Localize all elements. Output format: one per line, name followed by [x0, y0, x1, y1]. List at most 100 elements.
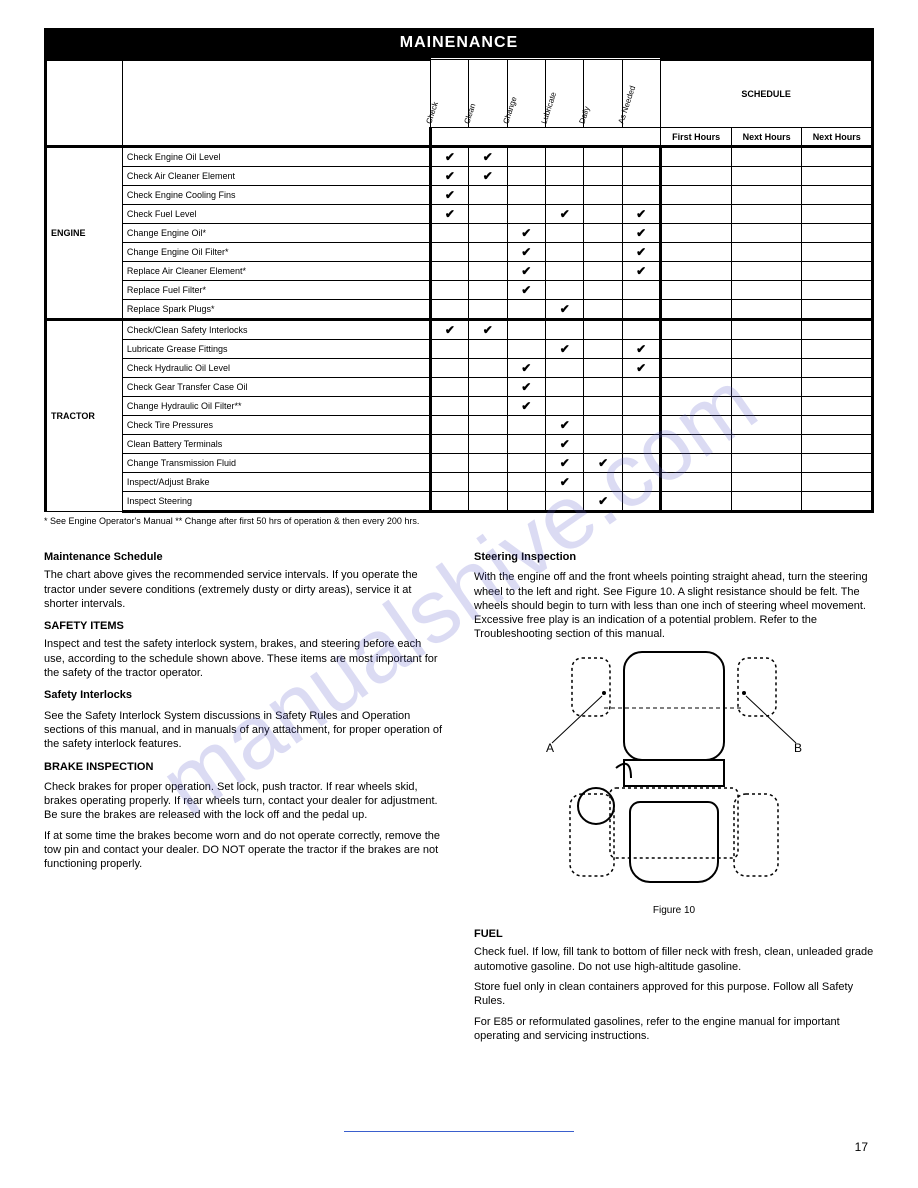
- mark-cell: [546, 224, 584, 243]
- mark-cell: [469, 359, 507, 378]
- sched-title: Maintenance Schedule: [44, 550, 444, 564]
- mark-cell: ✔: [622, 262, 660, 281]
- sched-cell: [661, 224, 732, 243]
- figure-caption: Figure 10: [474, 904, 874, 917]
- table-row-label: Change Engine Oil Filter*: [122, 243, 430, 262]
- section-header-title: MAINENANCE: [400, 34, 518, 52]
- table-row-label: Replace Spark Plugs*: [122, 300, 430, 320]
- mark-cell: [584, 186, 622, 205]
- fig-label-b: B: [794, 741, 802, 755]
- mark-cell: [622, 378, 660, 397]
- mark-cell: [430, 340, 468, 359]
- mark-cell: [507, 340, 545, 359]
- table-row-label: Check Fuel Level: [122, 205, 430, 224]
- steer-title: Steering Inspection: [474, 550, 874, 564]
- sched-cell: [661, 492, 732, 512]
- sched-cell: [802, 473, 873, 492]
- sched-cell: [661, 281, 732, 300]
- sched-cell: [731, 397, 802, 416]
- mark-cell: [546, 147, 584, 167]
- steer-para: With the engine off and the front wheels…: [474, 570, 874, 641]
- maintenance-table: Check Clean Change Lubricate Daily As Ne…: [44, 58, 874, 526]
- sched-cell: [731, 205, 802, 224]
- mark-cell: ✔: [507, 378, 545, 397]
- mark-cell: [507, 167, 545, 186]
- mark-cell: [469, 435, 507, 454]
- brake-p2: If at some time the brakes become worn a…: [44, 829, 444, 872]
- sched-cell: [661, 186, 732, 205]
- mark-cell: [430, 416, 468, 435]
- mark-cell: ✔: [584, 492, 622, 512]
- table-row-label: Replace Air Cleaner Element*: [122, 262, 430, 281]
- mark-cell: [469, 454, 507, 473]
- mark-cell: [430, 300, 468, 320]
- mark-cell: [469, 262, 507, 281]
- sched-cell: [802, 300, 873, 320]
- sched-cell: [661, 359, 732, 378]
- mark-cell: [507, 435, 545, 454]
- sched-cell: [731, 147, 802, 167]
- mark-cell: [584, 224, 622, 243]
- mark-cell: [469, 205, 507, 224]
- sched-cell: [661, 262, 732, 281]
- sched-cell: [661, 473, 732, 492]
- section-header-bar: MAINENANCE: [44, 28, 874, 58]
- category-cell: TRACTOR: [46, 320, 123, 512]
- mark-cell: [584, 147, 622, 167]
- mark-cell: ✔: [469, 167, 507, 186]
- mark-cell: [430, 378, 468, 397]
- mark-cell: [546, 262, 584, 281]
- mark-cell: [546, 186, 584, 205]
- brake-p1: Check brakes for proper operation. Set l…: [44, 780, 444, 823]
- mark-cell: [507, 205, 545, 224]
- sched-cell: [731, 186, 802, 205]
- fuel-p1: Check fuel. If low, fill tank to bottom …: [474, 945, 874, 974]
- interlock-para: See the Safety Interlock System discussi…: [44, 709, 444, 752]
- mark-cell: [507, 454, 545, 473]
- mark-cell: [546, 243, 584, 262]
- mark-cell: [469, 492, 507, 512]
- mark-cell: [584, 435, 622, 454]
- mark-cell: [546, 492, 584, 512]
- sched-cell: [661, 243, 732, 262]
- sched-cell: [661, 167, 732, 186]
- mark-cell: ✔: [430, 147, 468, 167]
- sched-cell: [802, 492, 873, 512]
- sched-cell: [802, 454, 873, 473]
- mark-cell: ✔: [622, 224, 660, 243]
- table-row-label: Check Gear Transfer Case Oil: [122, 378, 430, 397]
- sched-cell: [802, 167, 873, 186]
- mark-cell: [546, 397, 584, 416]
- sched-cell: [661, 435, 732, 454]
- safety-para: Inspect and test the safety interlock sy…: [44, 637, 444, 680]
- sched-cell: [661, 416, 732, 435]
- sched-cell: [802, 186, 873, 205]
- mark-cell: [430, 473, 468, 492]
- table-row-label: Check Air Cleaner Element: [122, 167, 430, 186]
- left-column: Maintenance Schedule The chart above giv…: [44, 542, 444, 1049]
- mark-cell: [430, 397, 468, 416]
- mark-cell: ✔: [546, 300, 584, 320]
- sched-cell: [731, 378, 802, 397]
- mark-cell: [584, 243, 622, 262]
- mark-cell: [584, 397, 622, 416]
- sched-cell: [731, 359, 802, 378]
- bottom-link-line: [344, 1131, 574, 1132]
- mark-cell: [622, 281, 660, 300]
- sched-header: SCHEDULE: [661, 60, 873, 128]
- mark-cell: ✔: [546, 340, 584, 359]
- mark-cell: ✔: [546, 454, 584, 473]
- mark-cell: ✔: [622, 205, 660, 224]
- sched-cell: [731, 473, 802, 492]
- mark-cell: [584, 262, 622, 281]
- mark-cell: ✔: [469, 147, 507, 167]
- mark-cell: [507, 492, 545, 512]
- sched-cell: [731, 492, 802, 512]
- mark-cell: [430, 435, 468, 454]
- mark-cell: ✔: [507, 281, 545, 300]
- mark-cell: ✔: [622, 243, 660, 262]
- mark-cell: ✔: [507, 243, 545, 262]
- mark-cell: [584, 300, 622, 320]
- sched-cell: [802, 340, 873, 359]
- mark-cell: [430, 492, 468, 512]
